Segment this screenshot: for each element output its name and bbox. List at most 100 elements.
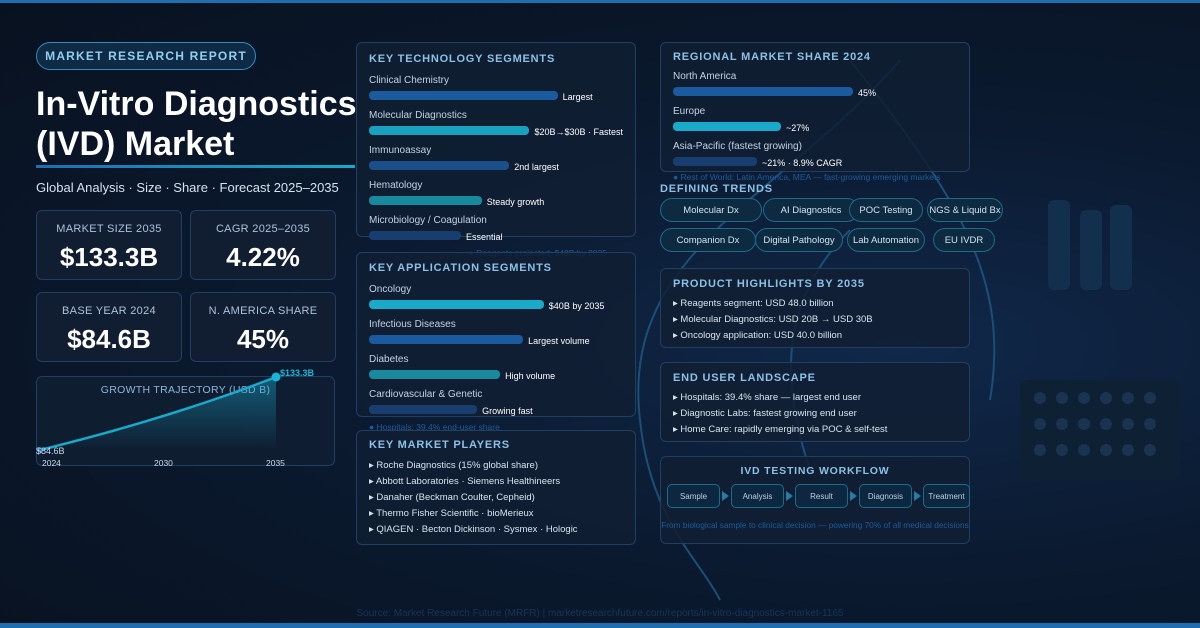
chart-title: GROWTH TRAJECTORY (USD B)	[100, 384, 271, 396]
stat-label: N. AMERICA SHARE	[208, 305, 318, 317]
segment-note: 45%	[858, 87, 877, 98]
growth-chart: $84.6B $133.3B 2024 2030 2035	[36, 368, 315, 468]
arrow-right-icon	[850, 491, 857, 501]
data-label-start: $84.6B	[36, 446, 65, 456]
segment-note: High volume	[505, 370, 556, 381]
stat-cagr: CAGR 2025–2035 4.22%	[190, 210, 336, 280]
segment-bar	[369, 90, 558, 100]
segment-bar	[369, 369, 501, 379]
segment-bar	[369, 230, 461, 240]
workflow-caption: From biological sample to clinical decis…	[661, 520, 969, 530]
workflow-step: Result	[795, 484, 848, 508]
segment-bar	[369, 160, 510, 170]
segment-name: Cardiovascular & Genetic	[369, 389, 483, 400]
segment-name: Clinical Chemistry	[369, 75, 450, 86]
segment-note: $40B by 2035	[548, 300, 605, 311]
segment-bar	[673, 86, 853, 96]
segment-name: Europe	[673, 106, 706, 117]
player-item: ▸ QIAGEN · Becton Dickinson · Sysmex · H…	[369, 524, 578, 535]
application-segments-card: KEY APPLICATION SEGMENTS Oncology $40B by…	[356, 252, 636, 432]
chart-area-fill	[40, 377, 276, 450]
top-accent-bar	[0, 0, 1200, 3]
end-user-item: ▸ Hospitals: 39.4% share — largest end u…	[673, 392, 862, 403]
segment-row: Cardiovascular & Genetic Growing fast	[369, 389, 623, 416]
x-tick-2024: 2024	[42, 458, 61, 468]
card-title: PRODUCT HIGHLIGHTS BY 2035	[673, 278, 865, 290]
regional-share-card: REGIONAL MARKET SHARE 2024 North America…	[660, 42, 970, 182]
segment-note: ~21% · 8.9% CAGR	[762, 157, 843, 168]
segment-row: Molecular Diagnostics $20B→$30B · Fastest	[369, 110, 623, 137]
segment-note: Essential	[466, 231, 503, 242]
segment-row: Infectious Diseases Largest volume	[369, 319, 623, 346]
segment-row: Oncology $40B by 2035	[369, 284, 623, 311]
stat-base-year: BASE YEAR 2024 $84.6B	[36, 292, 182, 362]
trend-pill: Companion Dx	[660, 228, 756, 252]
segment-note: Growing fast	[482, 405, 533, 416]
growth-chart-card	[36, 376, 335, 466]
segment-name: Diabetes	[369, 354, 409, 365]
trend-pill: NGS & Liquid Bx	[927, 198, 1003, 222]
segment-bar	[369, 404, 478, 414]
report-tag: MARKET RESEARCH REPORT	[36, 42, 256, 70]
segment-name: Hematology	[369, 180, 423, 191]
chart-series-line	[39, 375, 277, 452]
arrow-right-icon	[786, 491, 793, 501]
segment-row: Diabetes High volume	[369, 354, 623, 381]
source-credit: Source: Market Research Future (MRFR) | …	[356, 608, 844, 619]
workflow-step: Analysis	[731, 484, 784, 508]
segment-row: North America 45%	[673, 71, 957, 98]
stat-value: $133.3B	[59, 242, 159, 272]
x-tick-2035: 2035	[266, 458, 285, 468]
highlight-item: ▸ Molecular Diagnostics: USD 20B → USD 3…	[673, 314, 873, 325]
trend-pill: POC Testing	[849, 198, 923, 222]
highlight-item: ▸ Oncology application: USD 40.0 billion	[673, 330, 843, 341]
app-footnote: ● Hospitals: 39.4% end-user share	[369, 422, 500, 432]
market-players-card: KEY MARKET PLAYERS ▸ Roche Diagnostics (…	[356, 430, 636, 545]
stat-market-size: MARKET SIZE 2035 $133.3B	[36, 210, 182, 280]
chart-point-2035	[271, 372, 281, 382]
segment-bar	[369, 299, 544, 309]
workflow-step: Sample	[667, 484, 720, 508]
segment-note: ~27%	[786, 122, 810, 133]
highlight-item: ▸ Reagents segment: USD 48.0 billion	[673, 298, 834, 309]
chart-point-2024	[37, 447, 43, 453]
card-title: KEY TECHNOLOGY SEGMENTS	[369, 53, 556, 65]
arrow-right-icon	[914, 491, 921, 501]
regional-footnote: ● Rest of World: Latin America, MEA — fa…	[673, 172, 941, 182]
segment-name: Asia-Pacific (fastest growing)	[673, 141, 802, 152]
segment-row: Immunoassay 2nd largest	[369, 145, 623, 172]
segment-note: Largest	[562, 91, 593, 102]
subtitle: Global Analysis · Size · Share · Forecas…	[36, 180, 339, 195]
product-highlights-card: PRODUCT HIGHLIGHTS BY 2035 ▸ Reagents se…	[660, 268, 970, 348]
title-line-2: (IVD) Market	[36, 125, 235, 163]
stat-na-share: N. AMERICA SHARE 45%	[190, 292, 336, 362]
trend-pill: Molecular Dx	[660, 198, 762, 222]
segment-bar	[673, 156, 757, 166]
player-item: ▸ Roche Diagnostics (15% global share)	[369, 460, 538, 471]
stat-label: CAGR 2025–2035	[215, 223, 311, 235]
end-user-card: END USER LANDSCAPE ▸ Hospitals: 39.4% sh…	[660, 362, 970, 442]
segment-bar	[369, 125, 530, 135]
player-item: ▸ Thermo Fisher Scientific · bioMerieux	[369, 508, 534, 519]
trend-pill: EU IVDR	[933, 228, 995, 252]
player-item: ▸ Danaher (Beckman Coulter, Cepheid)	[369, 492, 535, 503]
end-user-item: ▸ Diagnostic Labs: fastest growing end u…	[673, 408, 857, 419]
arrow-right-icon	[722, 491, 729, 501]
segment-note: $20B→$30B · Fastest	[534, 126, 623, 137]
segment-row: Hematology Steady growth	[369, 180, 623, 207]
stat-value: 45%	[236, 324, 290, 354]
segment-row: Microbiology / Coagulation Essential	[369, 215, 623, 242]
card-title: REGIONAL MARKET SHARE 2024	[673, 51, 871, 63]
trend-pill: AI Diagnostics	[763, 198, 859, 222]
stat-label: BASE YEAR 2024	[62, 305, 156, 317]
segment-name: Immunoassay	[369, 145, 432, 156]
title-underline	[36, 165, 355, 168]
player-item: ▸ Abbott Laboratories · Siemens Healthin…	[369, 476, 561, 487]
stat-label: MARKET SIZE 2035	[56, 223, 162, 235]
workflow-step: Treatment	[923, 484, 970, 508]
data-label-end: $133.3B	[280, 368, 315, 378]
segment-row: Asia-Pacific (fastest growing) ~21% · 8.9…	[673, 141, 957, 168]
segment-name: Molecular Diagnostics	[369, 110, 467, 121]
segment-name: Microbiology / Coagulation	[369, 215, 487, 226]
